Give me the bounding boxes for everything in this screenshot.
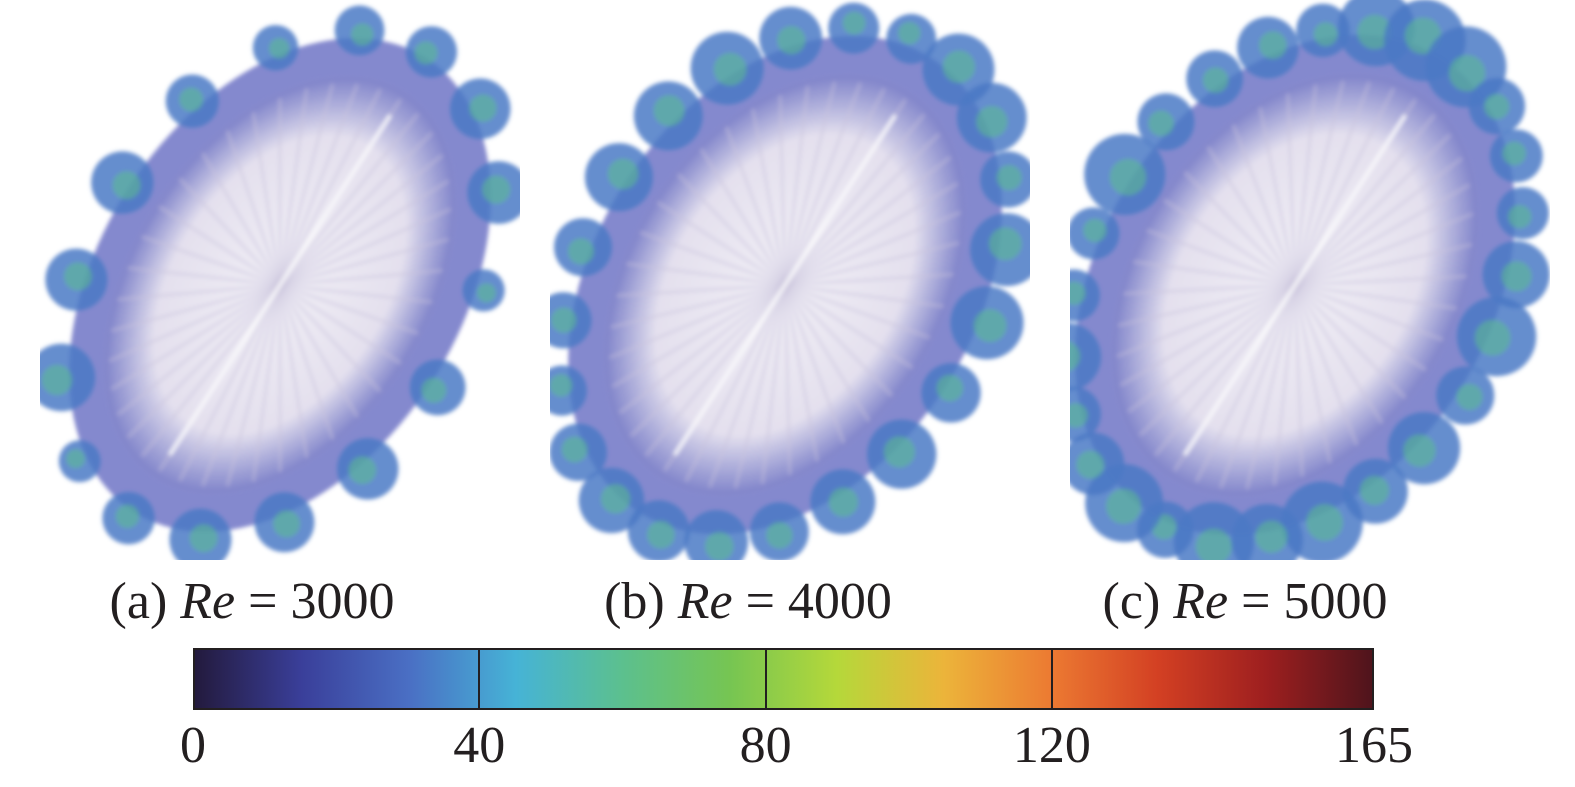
colorbar-tick-mark [478, 648, 481, 710]
colorbar [193, 648, 1374, 710]
caption-a: (a) Re = 3000 [109, 573, 395, 630]
vortex-ring-image [1070, 0, 1550, 560]
caption-b: (b) Re = 4000 [604, 573, 892, 630]
colorbar-tick-mark [1050, 648, 1053, 710]
colorbar-tick-label: 80 [739, 717, 792, 774]
flow-visualization-a [40, 0, 520, 560]
colorbar-tick-label: 0 [180, 717, 206, 774]
vortex-ring-image [550, 2, 1030, 560]
colorbar-tick-label: 165 [1335, 717, 1413, 774]
flow-visualization-b [550, 0, 1030, 560]
vortex-ring-image [40, 5, 520, 560]
colorbar-tick-mark [764, 648, 767, 710]
colorbar-tick-label: 120 [1012, 717, 1091, 774]
colorbar-tick-label: 40 [453, 717, 506, 774]
caption-c: (c) Re = 5000 [1102, 573, 1388, 630]
flow-visualization-c [1070, 0, 1550, 560]
